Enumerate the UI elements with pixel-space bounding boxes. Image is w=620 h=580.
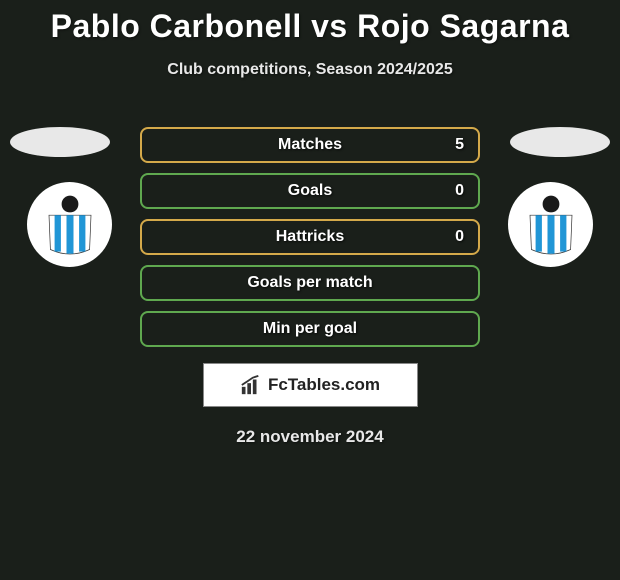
club-crest-icon xyxy=(516,190,586,260)
stat-bar: Matches 5 xyxy=(140,127,480,163)
stat-value-right: 5 xyxy=(455,136,464,154)
stat-bar: Hattricks 0 xyxy=(140,219,480,255)
stat-value-right: 0 xyxy=(455,182,464,200)
stats-bars: Matches 5 Goals 0 Hattricks 0 Goals per match M… xyxy=(140,127,480,347)
comparison-area: Matches 5 Goals 0 Hattricks 0 Goals per match M… xyxy=(0,127,620,347)
stat-bar: Min per goal xyxy=(140,311,480,347)
stat-label: Matches xyxy=(278,136,342,154)
stat-bar: Goals per match xyxy=(140,265,480,301)
page-title: Pablo Carbonell vs Rojo Sagarna xyxy=(0,8,620,45)
subtitle: Club competitions, Season 2024/2025 xyxy=(0,61,620,79)
date-text: 22 november 2024 xyxy=(0,427,620,447)
player-placeholder-right xyxy=(510,127,610,157)
stat-label: Min per goal xyxy=(263,320,357,338)
stat-bar: Goals 0 xyxy=(140,173,480,209)
fctables-logo: FcTables.com xyxy=(203,363,418,407)
stat-value-right: 0 xyxy=(455,228,464,246)
chart-icon xyxy=(240,374,262,396)
stat-label: Goals per match xyxy=(247,274,372,292)
player-placeholder-left xyxy=(10,127,110,157)
stat-label: Hattricks xyxy=(276,228,344,246)
logo-text: FcTables.com xyxy=(268,375,380,395)
club-badge-right xyxy=(508,182,593,267)
club-crest-icon xyxy=(35,190,105,260)
stat-label: Goals xyxy=(288,182,332,200)
club-badge-left xyxy=(27,182,112,267)
